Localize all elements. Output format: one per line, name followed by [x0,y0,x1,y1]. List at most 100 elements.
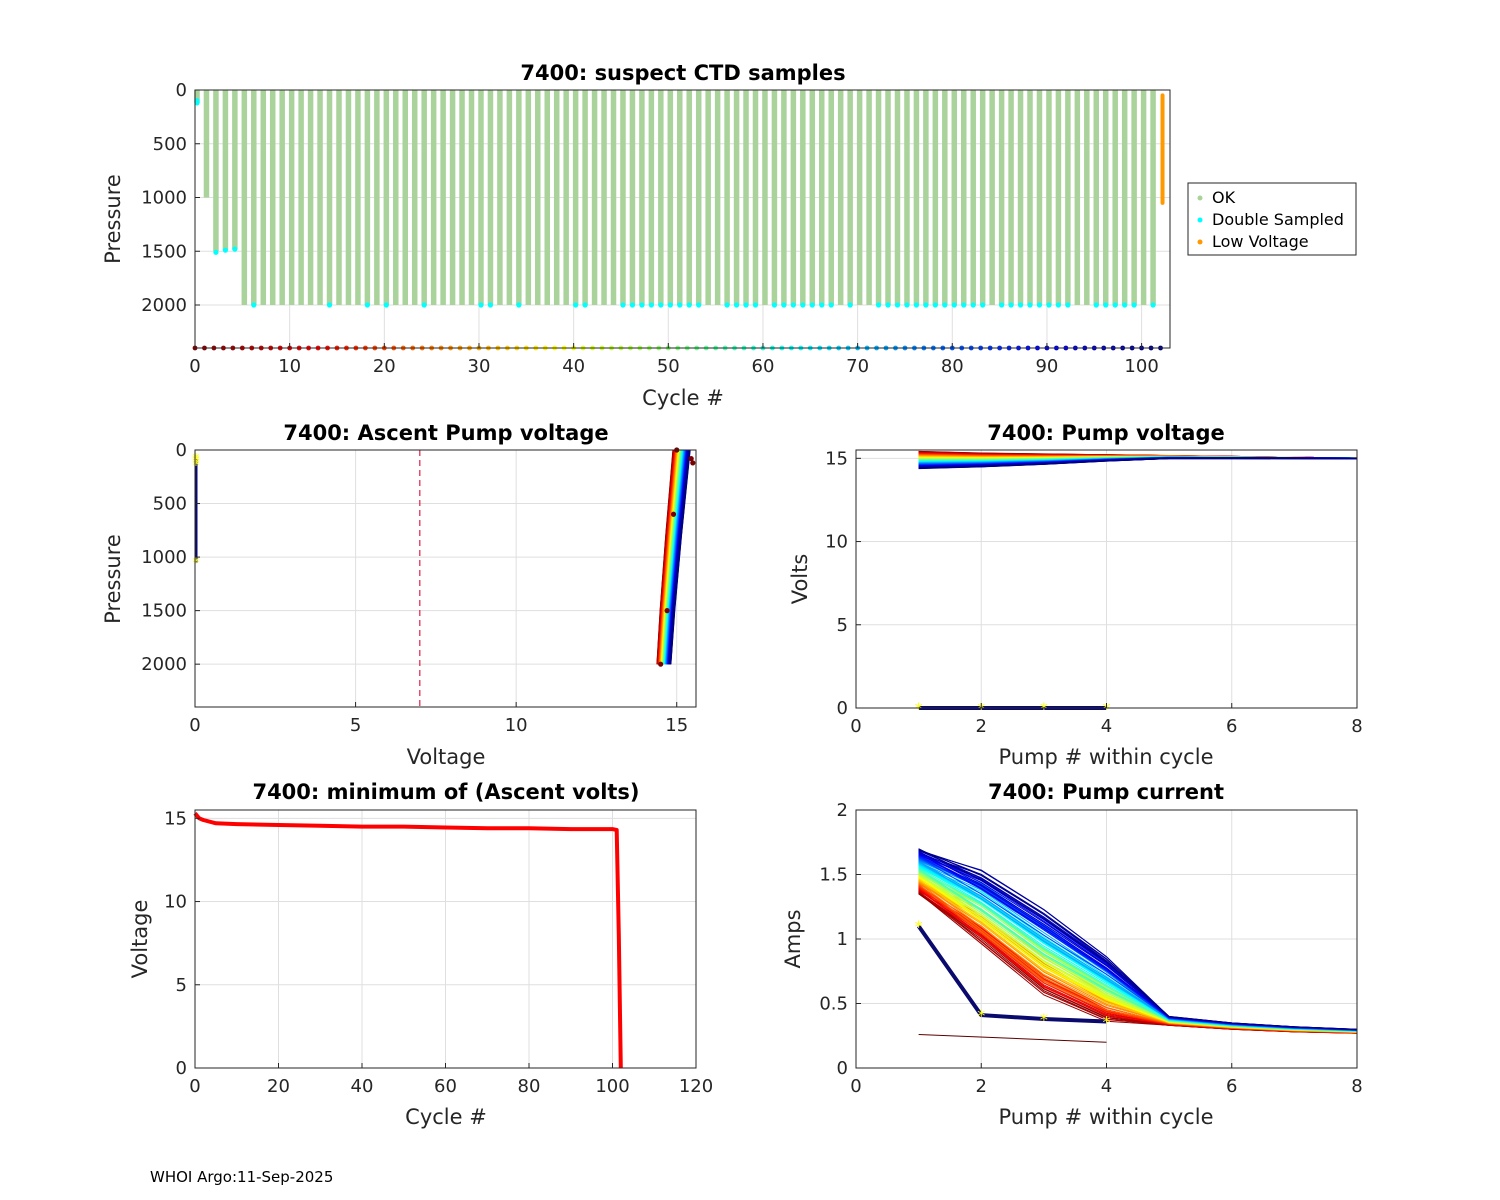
double-sampled-point [961,302,967,308]
ascent-ytick-label: 0 [176,440,187,461]
pumpv-ytick-label: 15 [825,448,848,469]
ascent-ytick-label: 1000 [141,547,187,568]
minv-ylabel: Voltage [128,900,152,979]
ascent-title: 7400: Ascent Pump voltage [283,421,608,445]
failed-cycle-current-star: * [915,917,923,936]
ascent-ylabel: Pressure [101,534,125,624]
double-sampled-point [828,302,834,308]
double-sampled-point [383,302,389,308]
double-sampled-point [658,302,664,308]
double-sampled-point [421,302,427,308]
pumpi-xlabel: Pump # within cycle [999,1105,1214,1129]
ctd-xtick-label: 50 [657,356,680,377]
double-sampled-point [1065,302,1071,308]
pumpv-xtick-label: 0 [850,716,861,737]
ascent-ytick-label: 1500 [141,601,187,622]
pumpi-ytick-label: 2 [837,800,848,821]
double-sampled-point [1036,302,1043,308]
minv-xtick-label: 80 [518,1076,541,1097]
legend-double-marker [1197,217,1203,223]
minv-chart: 0 20 40 60 80 100 120 0 5 10 15 7400: minimum of (… [128,780,713,1129]
ascent-ytick-label: 500 [153,494,187,515]
ctd-ytick-label: 2000 [141,295,187,316]
minv-ytick-label: 10 [164,892,187,913]
legend-low-marker [1197,239,1203,245]
double-sampled-point [1055,302,1062,308]
ctd-ytick-label: 500 [153,134,187,155]
double-sampled-point [980,302,986,308]
minv-xtick-label: 0 [189,1076,200,1097]
double-sampled-point [1150,302,1156,308]
double-sampled-point [942,302,948,308]
pumpi-title: 7400: Pump current [988,780,1224,804]
double-sampled-point [923,302,929,308]
double-sampled-point [251,302,257,308]
pumpv-title: 7400: Pump voltage [987,421,1225,445]
double-sampled-point [970,302,976,308]
ctd-title: 7400: suspect CTD samples [520,61,845,85]
minv-xtick-label: 60 [434,1076,457,1097]
ascent-xtick-label: 0 [189,715,200,736]
ascent-endpoint [664,608,670,614]
double-sampled-point [639,302,645,308]
ascent-endpoint [670,511,677,517]
legend-ok: OK [1212,188,1236,207]
double-sampled-point [913,302,920,308]
double-sampled-point [648,302,654,308]
pumpi-ytick-label: 0 [837,1058,848,1079]
double-sampled-point [781,302,787,308]
double-sampled-point [667,302,673,308]
double-sampled-point [999,302,1005,308]
footer-credit: WHOI Argo:11-Sep-2025 [150,1168,333,1186]
failed-profile-star: * [193,452,200,468]
minv-xtick-label: 100 [595,1076,629,1097]
pumpv-ytick-label: 0 [837,698,848,719]
double-sampled-point [1008,302,1014,308]
double-sampled-point [904,302,910,308]
ascent-xtick-label: 15 [665,715,688,736]
double-sampled-point [620,302,626,308]
double-sampled-point [885,302,891,308]
pumpi-ytick-label: 1.5 [819,865,848,886]
ctd-ylabel: Pressure [101,174,125,264]
minv-xtick-label: 40 [351,1076,374,1097]
double-sampled-point [629,302,636,308]
double-sampled-point [875,302,882,308]
ctd-xtick-label: 20 [373,356,396,377]
double-sampled-point [1122,302,1128,308]
ctd-xtick-label: 60 [752,356,775,377]
ctd-legend: OK Double Sampled Low Voltage [1187,182,1357,256]
ctd-ytick-label: 0 [176,80,187,101]
double-sampled-point [733,302,740,308]
double-sampled-point [752,302,759,308]
double-sampled-point [213,249,219,255]
pumpi-xtick-label: 2 [976,1076,987,1097]
ascent-ytick-label: 2000 [141,654,187,675]
minv-xlabel: Cycle # [405,1105,487,1129]
failed-cycle-current-star: * [1103,1013,1111,1032]
double-sampled-point [932,302,938,308]
double-sampled-point [487,302,494,308]
ctd-ytick-label: 1500 [141,241,187,262]
double-sampled-point [194,100,200,106]
failed-cycle-current-line [916,924,1107,1024]
ascent-endpoint [688,455,694,462]
double-sampled-point [1131,302,1137,308]
ascent-xtick-label: 10 [505,715,528,736]
ctd-xtick-label: 40 [562,356,585,377]
double-sampled-point [1027,302,1033,308]
double-sampled-point [364,302,370,308]
double-sampled-point [1046,302,1052,308]
double-sampled-point [1017,302,1024,308]
pumpv-xtick-label: 8 [1351,716,1362,737]
ctd-xtick-label: 80 [941,356,964,377]
failed-profile-star: * [193,454,200,470]
ctd-xtick-label: 30 [468,356,491,377]
double-sampled-point [1103,302,1109,308]
pumpi-xtick-label: 4 [1101,1076,1112,1097]
pumpi-ylabel: Amps [781,909,805,968]
